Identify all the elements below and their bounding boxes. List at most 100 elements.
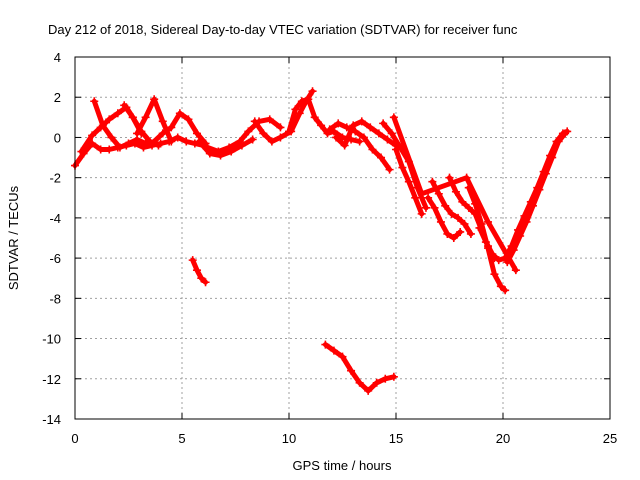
- data-point: [383, 135, 392, 144]
- data-point: [466, 229, 475, 238]
- series-track: [333, 118, 399, 148]
- data-point: [404, 177, 413, 186]
- data-point: [509, 246, 518, 255]
- data-point: [349, 121, 358, 130]
- data-point: [88, 131, 97, 140]
- data-point: [454, 213, 463, 222]
- data-point: [516, 231, 525, 240]
- series-arc-11: [325, 119, 394, 174]
- data-point: [197, 274, 206, 283]
- data-point: [458, 197, 467, 206]
- series-arc-14: [392, 145, 426, 218]
- data-point: [434, 189, 443, 198]
- data-point: [389, 372, 398, 381]
- x-tick-label: 15: [389, 431, 403, 446]
- data-point: [182, 137, 191, 146]
- data-point: [475, 223, 484, 232]
- data-point: [276, 123, 285, 132]
- y-tick-label: -8: [49, 291, 61, 306]
- series-arc-20: [503, 129, 570, 267]
- data-point: [481, 238, 490, 247]
- data-point: [424, 193, 433, 202]
- data-point: [357, 117, 366, 126]
- data-point: [460, 219, 469, 228]
- y-tick-label: -2: [49, 171, 61, 186]
- data-point: [175, 109, 184, 118]
- data-point: [96, 123, 105, 132]
- data-point: [158, 129, 167, 138]
- data-point: [133, 129, 142, 138]
- y-tick-label: -6: [49, 251, 61, 266]
- data-point: [107, 133, 116, 142]
- data-point: [267, 137, 276, 146]
- data-point: [430, 203, 439, 212]
- y-tick-label: -10: [42, 332, 61, 347]
- data-point: [494, 256, 503, 265]
- series-track: [190, 257, 208, 285]
- data-point: [464, 203, 473, 212]
- data-point: [158, 117, 167, 126]
- data-point: [381, 374, 390, 383]
- data-point: [115, 143, 124, 152]
- data-point: [340, 141, 349, 150]
- data-point: [250, 117, 259, 126]
- data-layer: [71, 87, 572, 395]
- data-point: [368, 145, 377, 154]
- series-track: [72, 134, 206, 169]
- data-point: [355, 378, 364, 387]
- chart-title: Day 212 of 2018, Sidereal Day-to-day VTE…: [48, 22, 518, 37]
- data-point: [310, 113, 319, 122]
- data-point: [554, 137, 563, 146]
- data-point: [443, 229, 452, 238]
- data-point: [203, 143, 212, 152]
- data-point: [124, 139, 133, 148]
- data-point: [535, 185, 544, 194]
- data-point: [225, 143, 234, 152]
- data-point: [541, 169, 550, 178]
- data-point: [297, 97, 306, 106]
- data-point: [317, 121, 326, 130]
- data-point: [398, 163, 407, 172]
- data-point: [141, 113, 150, 122]
- data-point: [295, 109, 304, 118]
- data-point: [192, 129, 201, 138]
- series-track: [252, 88, 315, 144]
- data-point: [77, 147, 86, 156]
- data-point: [417, 189, 426, 198]
- x-axis-label: GPS time / hours: [293, 458, 392, 473]
- data-point: [120, 101, 129, 110]
- data-point: [441, 201, 450, 210]
- data-point: [148, 139, 157, 148]
- data-point: [190, 139, 199, 148]
- series-arc-15: [424, 193, 465, 242]
- data-point: [411, 193, 420, 202]
- data-point: [355, 137, 364, 146]
- x-tick-label: 20: [496, 431, 510, 446]
- data-point: [389, 113, 398, 122]
- data-point: [501, 286, 510, 295]
- x-tick-label: 10: [282, 431, 296, 446]
- data-point: [291, 105, 300, 114]
- data-point: [105, 145, 114, 154]
- data-point: [364, 386, 373, 395]
- data-point: [90, 97, 99, 106]
- data-point: [436, 217, 445, 226]
- data-point: [561, 129, 570, 138]
- data-point: [201, 278, 210, 287]
- data-point: [496, 282, 505, 291]
- series-arc-16: [428, 177, 475, 238]
- data-point: [366, 123, 375, 132]
- data-point: [325, 125, 334, 134]
- data-point: [456, 227, 465, 236]
- data-point: [244, 127, 253, 136]
- data-point: [276, 133, 285, 142]
- data-point: [167, 123, 176, 132]
- data-point: [323, 129, 332, 138]
- data-point: [445, 173, 454, 182]
- data-point: [377, 153, 386, 162]
- x-tick-label: 25: [603, 431, 617, 446]
- data-point: [332, 133, 341, 142]
- data-point: [192, 266, 201, 275]
- data-point: [490, 270, 499, 279]
